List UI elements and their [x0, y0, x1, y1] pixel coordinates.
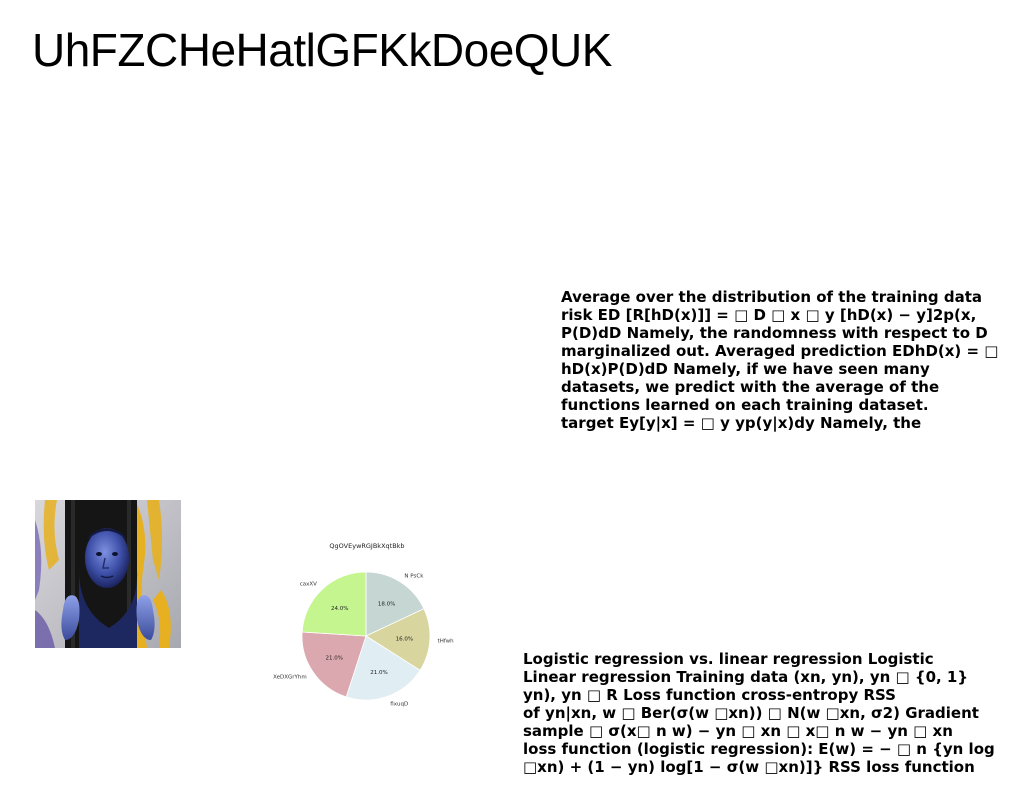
page-title: UhFZCHeHatlGFKkDoeQUK — [32, 24, 612, 76]
chart-title: QgOVEywRGJBkXqtBkb — [329, 542, 404, 550]
text-line: □xn) + (1 − yn) log[1 − σ(w □xn)]} RSS l… — [523, 758, 975, 776]
text-block-logistic-regression: Logistic regression vs. linear regressio… — [523, 650, 1024, 776]
slice-category-label: caxXV — [300, 582, 317, 588]
slice-category-label: flxuqD — [390, 701, 408, 707]
text-line: functions learned on each training datas… — [561, 396, 929, 414]
pie-chart: QgOVEywRGJBkXqtBkb 18.0% N PsCk 16.0% tHfwh… — [262, 532, 472, 724]
text-line: Linear regression Training data (xn, yn)… — [523, 668, 969, 686]
text-line: yn), yn □ R Loss function cross-entropy … — [523, 686, 896, 704]
slice-percent-label: 24.0% — [331, 606, 348, 612]
slice-category-label: tHfwh — [438, 639, 455, 645]
text-line: hD(x)P(D)dD Namely, if we have seen many — [561, 360, 930, 378]
text-line: marginalized out. Averaged prediction ED… — [561, 342, 999, 360]
slice-percent-label: 21.0% — [370, 670, 387, 676]
text-line: sample □ σ(x□ n w) − yn □ xn □ x□ n w − … — [523, 722, 953, 740]
slice-percent-label: 16.0% — [396, 636, 413, 642]
text-block-bias-variance: Average over the distribution of the tra… — [561, 288, 1024, 432]
text-line: risk ED [R[hD(x)]] = □ D □ x □ y [hD(x) … — [561, 306, 977, 324]
slice-percent-label: 18.0% — [378, 602, 395, 608]
portrait-photo — [35, 500, 181, 648]
portrait-photo-icon — [35, 500, 181, 648]
pie-slice — [365, 571, 425, 637]
pie-slice — [365, 608, 431, 671]
pie-slice — [301, 631, 367, 698]
pie-slice — [301, 571, 367, 637]
text-line: target Ey[y|x] = □ y yp(y|x)dy Namely, t… — [561, 414, 922, 432]
pie-slice — [345, 635, 421, 701]
slice-category-label: N PsCk — [404, 573, 424, 579]
text-line: Logistic regression vs. linear regressio… — [523, 650, 934, 668]
text-line: of yn|xn, w □ Ber(σ(w □xn)) □ N(w □xn, σ… — [523, 704, 979, 722]
text-line: datasets, we predict with the average of… — [561, 378, 940, 396]
text-line: loss function (logistic regression): E(w… — [523, 740, 995, 758]
text-line: P(D)dD Namely, the randomness with respe… — [561, 324, 988, 342]
slice-percent-label: 21.0% — [325, 656, 342, 662]
text-line: Average over the distribution of the tra… — [561, 288, 982, 306]
slice-category-label: XeDXGrYhm — [273, 674, 307, 680]
